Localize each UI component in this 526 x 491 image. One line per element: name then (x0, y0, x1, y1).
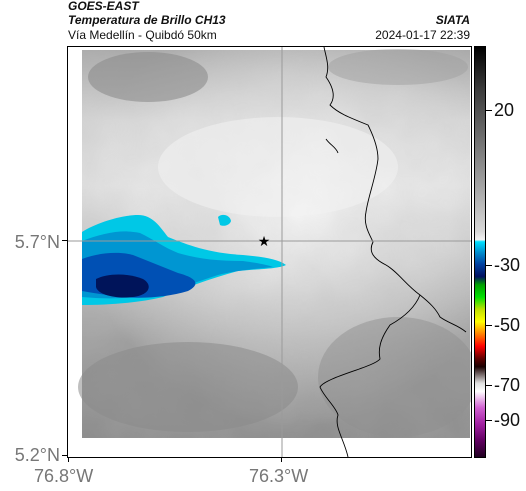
y-tick-label: 5.2°N (14, 445, 60, 465)
colorbar (474, 46, 486, 458)
product-title: Temperatura de Brillo CH13 (68, 13, 226, 27)
region-label: Vía Medellín - Quibdó 50km (68, 28, 217, 42)
y-tick-mark (62, 240, 67, 241)
datetime-label: 2024-01-17 22:39 (375, 28, 470, 42)
map-canvas: ★ (68, 47, 471, 457)
y-tick-mark (62, 455, 67, 456)
x-tick-mark (68, 457, 69, 462)
cold-cloud-region (82, 214, 286, 305)
colorbar-label: 20 (494, 100, 515, 120)
x-tick-label: 76.8°W (34, 466, 94, 486)
colorbar-label: -90 (494, 410, 521, 430)
organization-label: SIATA (435, 13, 470, 27)
colorbar-label: -70 (494, 375, 521, 395)
satellite-name: GOES-EAST (68, 0, 139, 13)
x-tick-mark (281, 457, 282, 462)
colorbar-label: -50 (494, 315, 521, 335)
header: GOES-EAST Temperatura de Brillo CH13 SIA… (68, 0, 470, 44)
star-icon[interactable]: ★ (258, 234, 271, 250)
border-line (323, 47, 467, 333)
colorbar-label: -30 (494, 255, 521, 275)
border-line-2 (319, 294, 421, 457)
y-tick-label: 5.7°N (14, 232, 60, 252)
x-tick-label: 76.3°W (249, 466, 309, 486)
satellite-map[interactable]: ★ (67, 46, 472, 458)
